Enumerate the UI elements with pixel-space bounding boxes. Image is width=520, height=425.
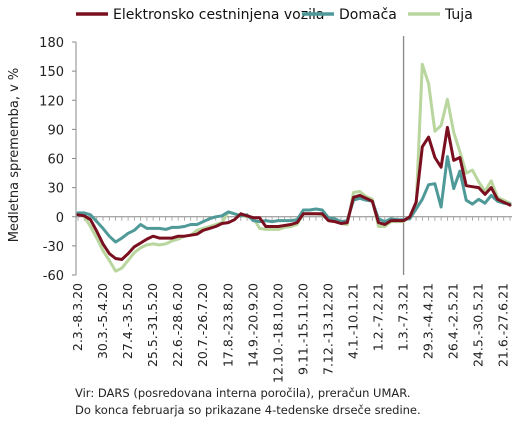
- x-axis: 2.3.-8.3.20 30.3.-5.4.20 27.4.-3.5.20 25.5.…: [70, 216, 512, 383]
- x-tick-label: 22.6.-28.6.20: [170, 283, 185, 367]
- y-tick-label: 0: [56, 211, 64, 226]
- y-tick-label: 30: [47, 182, 64, 197]
- x-tick-label: 12.10.-18.10.20: [270, 283, 285, 383]
- plot-area: [76, 36, 512, 275]
- series-line-2: [76, 62, 512, 273]
- x-tick-label: 17.8.-23.8.20: [220, 283, 235, 367]
- y-tick-label: 60: [47, 153, 64, 168]
- x-tick-label: 14.9.-20.9.20: [245, 283, 260, 367]
- x-tick-label: 26.4.-2.5.21: [446, 283, 461, 359]
- x-tick-label: 29.3.-4.4.21: [421, 283, 436, 359]
- legend-label: Domača: [339, 7, 397, 23]
- series-line-0: [76, 125, 512, 261]
- source-note-line-2: Do konca februarja so prikazane 4-tedens…: [75, 403, 421, 417]
- y-tick-label: -30: [43, 240, 64, 255]
- x-tick-label: 24.5.-30.5.21: [471, 283, 486, 367]
- y-axis: -60 -30 0 30 60 90 120 150 180: [39, 36, 77, 284]
- y-tick-label: 180: [39, 36, 64, 51]
- y-axis-label: Medletna sprememba, v %: [7, 68, 22, 243]
- x-tick-label: 1.3.-7.3.21: [396, 283, 411, 351]
- y-tick-label: -60: [43, 269, 64, 284]
- x-tick-label: 27.4.-3.5.20: [120, 283, 135, 359]
- y-tick-label: 120: [39, 94, 64, 109]
- y-tick-label: 90: [47, 123, 64, 138]
- x-tick-label: 2.3.-8.3.20: [70, 283, 85, 351]
- x-tick-label: 9.11.-15.11.20: [295, 283, 310, 375]
- x-tick-label: 20.7.-26.7.20: [195, 283, 210, 367]
- x-tick-label: 4.1.-10.1.21: [345, 283, 360, 359]
- legend-label: Elektronsko cestninjena vozila: [113, 7, 324, 23]
- x-tick-label: 7.12.-13.12.20: [320, 283, 335, 375]
- legend: Elektronsko cestninjena vozila Domača Tuja: [76, 7, 473, 23]
- series-line-1: [76, 155, 512, 244]
- legend-label: Tuja: [444, 7, 473, 23]
- x-tick-label: 30.3.-5.4.20: [95, 283, 110, 359]
- x-tick-label: 21.6.-27.6.21: [496, 283, 511, 367]
- source-note-line-1: Vir: DARS (posredovana interna poročila)…: [75, 386, 411, 400]
- x-tick-label: 1.2.-7.2.21: [371, 283, 386, 351]
- x-tick-label: 25.5.-31.5.20: [145, 283, 160, 367]
- y-tick-label: 150: [39, 65, 64, 80]
